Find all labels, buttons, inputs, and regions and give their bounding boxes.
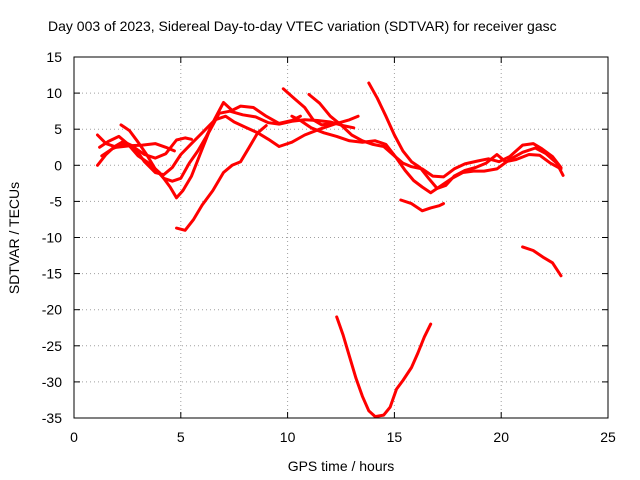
y-tick-label: 0 <box>54 157 62 173</box>
series-line-sat-i <box>307 93 563 179</box>
y-tick-label: -25 <box>42 338 62 354</box>
x-axis-label: GPS time / hours <box>288 458 395 474</box>
y-tick-label: -10 <box>42 230 62 246</box>
series-line-sat-m <box>521 245 563 278</box>
series-line-sat-a <box>96 133 176 153</box>
series-line-sat-d <box>98 109 356 200</box>
y-tick-label: -30 <box>42 374 62 390</box>
x-tick-label: 10 <box>280 429 296 445</box>
series-line-sat-k <box>399 198 445 213</box>
x-tick-labels: 0 5 10 15 20 25 <box>70 429 616 445</box>
x-tick-label: 20 <box>493 429 509 445</box>
series-line-sat-e <box>119 101 302 183</box>
series-line-sat-h <box>290 114 565 195</box>
y-tick-label: -35 <box>42 410 62 426</box>
series-group <box>96 81 565 419</box>
chart-title: Day 003 of 2023, Sidereal Day-to-day VTE… <box>48 18 557 34</box>
y-tick-label: 15 <box>46 49 62 65</box>
y-tick-labels: 15 10 5 0 -5 -10 -15 -20 -25 -30 -35 <box>42 49 62 426</box>
series-line-sat-c <box>100 136 193 160</box>
y-axis-label: SDTVAR / TECUs <box>6 182 22 294</box>
x-tick-label: 5 <box>177 429 185 445</box>
axis-ticks <box>73 56 609 419</box>
x-tick-label: 0 <box>70 429 78 445</box>
series-line-sat-g <box>281 87 334 127</box>
grid <box>74 57 608 418</box>
series-line-sat-f <box>175 124 268 232</box>
y-tick-label: -5 <box>50 193 63 209</box>
x-tick-label: 25 <box>600 429 616 445</box>
y-tick-label: -15 <box>42 266 62 282</box>
y-tick-label: 10 <box>46 85 62 101</box>
series-line-sat-l <box>335 315 433 419</box>
y-tick-label: -20 <box>42 302 62 318</box>
series-line-sat-j <box>367 81 563 190</box>
y-tick-label: 5 <box>54 121 62 137</box>
x-tick-label: 15 <box>387 429 403 445</box>
